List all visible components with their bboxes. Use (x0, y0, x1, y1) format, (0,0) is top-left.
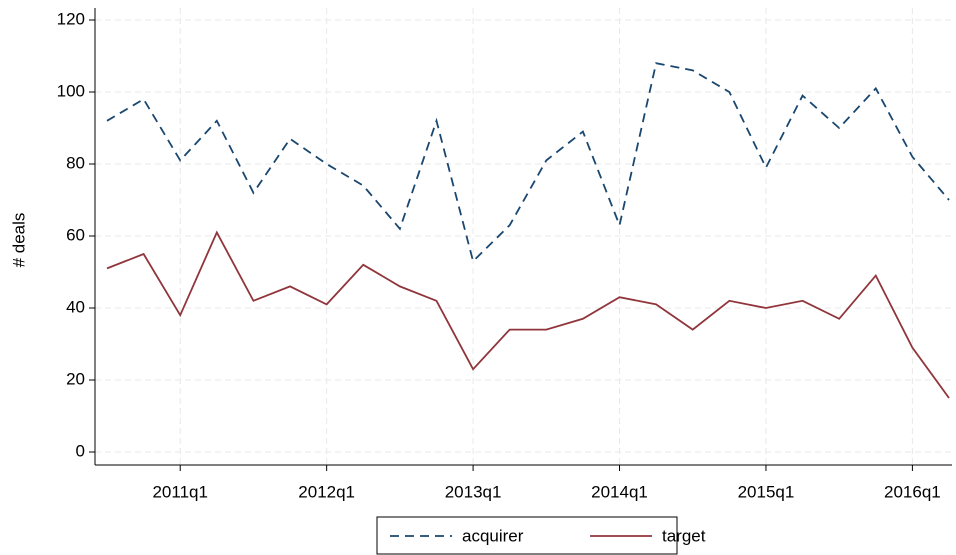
y-tick-label: 100 (57, 81, 85, 100)
x-tick-label: 2016q1 (884, 482, 941, 501)
y-tick-label: 40 (66, 297, 85, 316)
x-tick-label: 2013q1 (445, 482, 502, 501)
series-line (106, 230, 950, 399)
x-tick-label: 2011q1 (152, 482, 207, 501)
x-tick-label: 2015q1 (738, 482, 795, 501)
x-tick-label: 2012q1 (298, 482, 355, 501)
y-tick-label: 60 (66, 225, 85, 244)
x-tick-label: 2014q1 (591, 482, 648, 501)
legend-label: acquirer (462, 526, 524, 545)
y-tick-label: 80 (66, 153, 85, 172)
legend-label: target (662, 526, 706, 545)
y-tick-label: 120 (57, 9, 85, 28)
y-axis-label: # deals (9, 213, 28, 268)
y-tick-label: 20 (66, 369, 85, 388)
y-tick-label: 0 (76, 441, 85, 460)
